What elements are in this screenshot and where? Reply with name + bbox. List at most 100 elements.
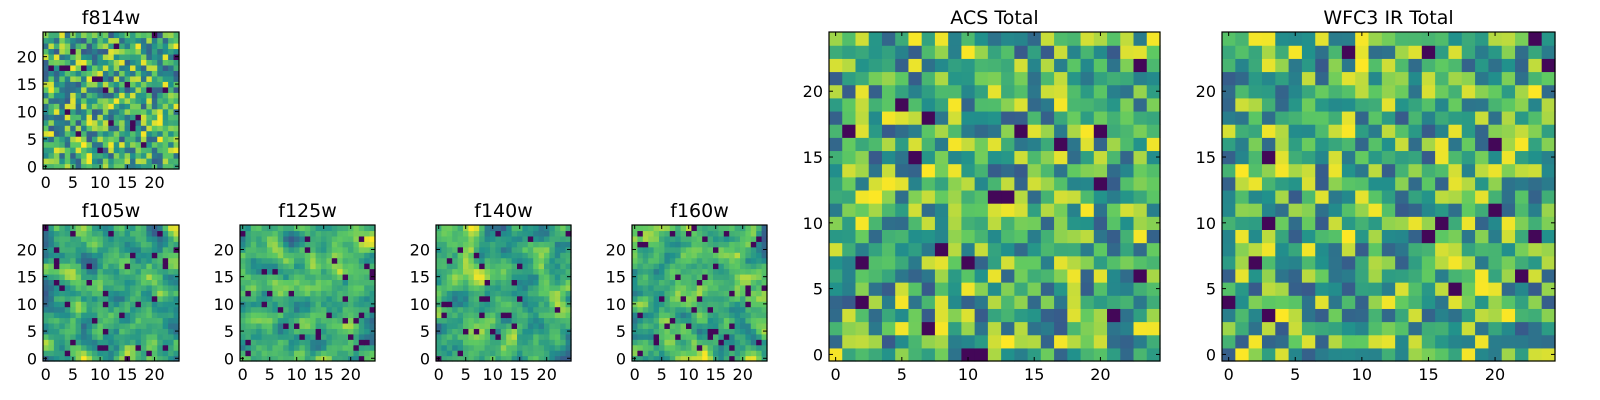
heatmap-cell (130, 114, 137, 121)
heatmap-cell (565, 306, 572, 313)
heatmap-cell (81, 328, 88, 335)
heatmap-cell (53, 119, 60, 126)
heatmap-cell (113, 64, 120, 71)
heatmap-cell (734, 339, 741, 346)
heatmap-cell (331, 328, 338, 335)
heatmap-cell (490, 333, 496, 340)
heatmap-cell (637, 328, 644, 335)
heatmap-cell (511, 295, 518, 302)
heatmap-cell (1395, 203, 1410, 217)
x-tick-label: 15 (706, 365, 726, 384)
heatmap-cell (146, 301, 153, 308)
heatmap-cell (91, 241, 98, 248)
heatmap-cell (750, 328, 757, 335)
heatmap-cell (1093, 84, 1108, 99)
heatmap-cell (1288, 110, 1303, 125)
heatmap-cell (527, 257, 534, 264)
heatmap-cell (1395, 124, 1410, 138)
heatmap-cell (151, 108, 158, 115)
heatmap-cell (304, 306, 311, 313)
heatmap-cell (283, 279, 290, 286)
heatmap-cell (130, 339, 137, 346)
heatmap-cell (452, 306, 459, 313)
heatmap-cell (1040, 163, 1055, 178)
heatmap-cell (934, 163, 949, 178)
heatmap-cell (53, 257, 60, 264)
heatmap-cell (135, 317, 142, 324)
heatmap-cell (113, 284, 120, 291)
heatmap-cell (245, 241, 252, 248)
heatmap-cell (761, 322, 768, 329)
heatmap-cell (855, 176, 870, 191)
heatmap-cell (81, 48, 88, 55)
heatmap-cell (895, 84, 910, 99)
heatmap-cell (829, 242, 843, 257)
heatmap-cell (140, 147, 147, 154)
heatmap-cell (1248, 71, 1263, 86)
heatmap-cell (961, 58, 976, 73)
heatmap-cell (119, 279, 126, 286)
heatmap-cell (70, 130, 77, 137)
heatmap-cell (288, 279, 295, 286)
heatmap-cell (1315, 32, 1330, 46)
heatmap-cell (740, 279, 746, 286)
heatmap-cell (554, 306, 561, 313)
heatmap-cell (974, 84, 989, 99)
heatmap-cell (1248, 347, 1263, 362)
heatmap-cell (331, 225, 338, 232)
heatmap-cell (81, 279, 88, 286)
heatmap-cell (1107, 255, 1121, 270)
heatmap-cell (868, 124, 883, 138)
heatmap-cell (173, 97, 180, 104)
heatmap-cell (1395, 189, 1410, 204)
heatmap-cell (364, 273, 371, 280)
heatmap-cell (331, 273, 338, 280)
heatmap-cell (441, 290, 448, 297)
heatmap-cell (59, 141, 66, 148)
heatmap-cell (358, 333, 365, 340)
heatmap-cell (881, 110, 896, 125)
heatmap-cell (168, 241, 175, 248)
heatmap-cell (1027, 58, 1042, 73)
heatmap-cell (348, 263, 354, 270)
heatmap-cell (1395, 176, 1410, 191)
heatmap-cell (75, 125, 82, 132)
heatmap-cell (331, 263, 338, 270)
heatmap-cell (342, 235, 349, 242)
y-tick-label: 15 (410, 268, 430, 287)
heatmap-cell (484, 241, 491, 248)
heatmap-cell (490, 350, 496, 357)
heatmap-cell (173, 333, 180, 340)
panel-title: f140w (474, 200, 533, 222)
heatmap-cell (1001, 150, 1015, 165)
heatmap-cell (1395, 242, 1410, 257)
heatmap-cell (1515, 84, 1529, 99)
heatmap-cell (691, 257, 698, 264)
heatmap-cell (1461, 268, 1476, 283)
heatmap-cell (517, 230, 523, 237)
heatmap-cell (554, 322, 561, 329)
heatmap-cell (119, 328, 126, 335)
heatmap-cell (1080, 255, 1095, 270)
heatmap-cell (1488, 268, 1503, 283)
heatmap-cell (173, 322, 180, 329)
heatmap-cell (549, 333, 556, 340)
heatmap-cell (1315, 189, 1330, 204)
heatmap-cell (696, 301, 703, 308)
heatmap-cell (315, 322, 322, 329)
heatmap-cell (1395, 150, 1410, 165)
heatmap-cell (750, 317, 757, 324)
heatmap-cell (43, 114, 50, 121)
heatmap-cell (272, 235, 279, 242)
heatmap-cell (734, 235, 741, 242)
heatmap-cell (81, 119, 88, 126)
heatmap-cell (1395, 308, 1410, 323)
heatmap-cell (723, 312, 730, 319)
heatmap-cell (288, 284, 295, 291)
heatmap-cell (669, 350, 676, 357)
heatmap-cell (97, 92, 104, 99)
heatmap-cell (664, 295, 671, 302)
heatmap-cell (560, 279, 567, 286)
heatmap-cell (855, 150, 870, 165)
